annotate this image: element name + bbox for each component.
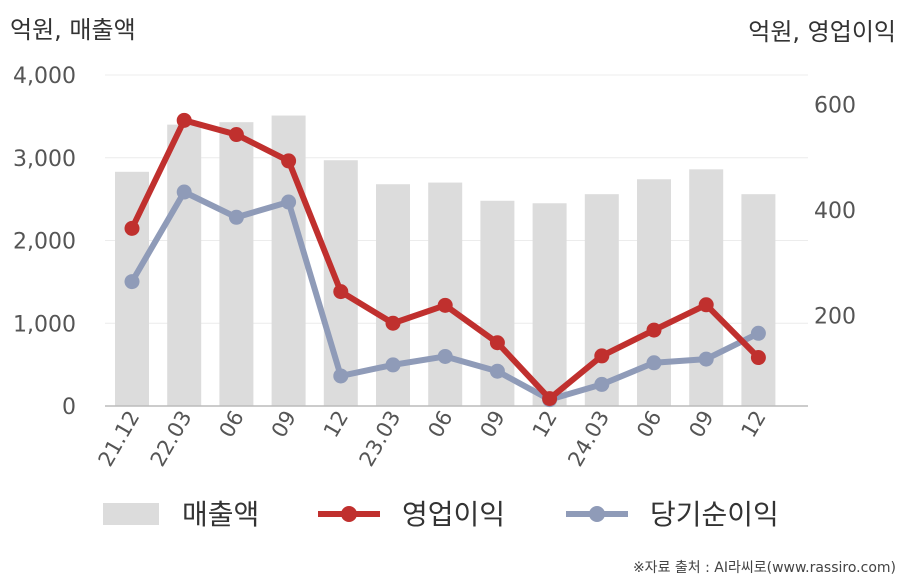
right-axis-title: 억원, 영업이익 bbox=[748, 18, 896, 46]
left-tick-label: 4,000 bbox=[13, 64, 76, 89]
legend-marker-operating-profit bbox=[341, 506, 357, 522]
bar-revenue bbox=[167, 124, 202, 407]
x-tick-label: 09 bbox=[476, 407, 510, 442]
point-operating-profit bbox=[646, 322, 662, 338]
bar-revenue bbox=[532, 203, 567, 406]
right-tick-label: 200 bbox=[814, 304, 856, 329]
bar-revenue bbox=[689, 169, 724, 406]
x-tick-label: 09 bbox=[684, 407, 718, 442]
source-note: ※자료 출처 : AI라씨로(www.rassiro.com) bbox=[633, 560, 896, 576]
left-tick-label: 2,000 bbox=[13, 230, 76, 255]
point-net-income bbox=[750, 325, 766, 341]
point-net-income bbox=[437, 348, 453, 364]
left-axis-title: 억원, 매출액 bbox=[10, 16, 136, 44]
x-tick-label: 22.03 bbox=[146, 407, 197, 471]
x-tick-label: 12 bbox=[737, 407, 771, 442]
point-net-income bbox=[385, 357, 401, 373]
point-net-income bbox=[489, 363, 505, 379]
point-operating-profit bbox=[437, 297, 453, 313]
point-operating-profit bbox=[698, 297, 714, 313]
right-tick-label: 400 bbox=[814, 199, 856, 224]
left-tick-label: 0 bbox=[62, 395, 76, 420]
bar-revenue bbox=[376, 184, 410, 406]
left-axis-ticks: 0 1,000 2,000 3,000 4,000 bbox=[13, 64, 76, 420]
legend-label-net-income: 당기순이익 bbox=[650, 498, 779, 531]
point-operating-profit bbox=[750, 350, 766, 366]
bar-revenue bbox=[584, 194, 619, 406]
point-net-income bbox=[124, 274, 140, 290]
bar-revenue bbox=[219, 122, 254, 406]
point-operating-profit bbox=[228, 127, 244, 143]
x-tick-label: 21.12 bbox=[93, 407, 144, 471]
point-operating-profit bbox=[594, 348, 610, 364]
point-net-income bbox=[594, 376, 610, 392]
point-net-income bbox=[333, 368, 349, 384]
x-tick-label: 06 bbox=[423, 407, 457, 442]
x-tick-label: 23.03 bbox=[354, 407, 405, 471]
point-operating-profit bbox=[176, 112, 192, 128]
x-tick-label: 12 bbox=[319, 407, 353, 442]
legend-label-revenue: 매출액 bbox=[182, 498, 259, 531]
point-operating-profit bbox=[124, 220, 140, 236]
point-operating-profit bbox=[385, 315, 401, 331]
legend: 매출액 영업이익 당기순이익 bbox=[103, 498, 779, 531]
point-net-income bbox=[281, 194, 297, 210]
legend-marker-net-income bbox=[589, 506, 605, 522]
bar-revenue bbox=[637, 179, 671, 406]
point-net-income bbox=[698, 351, 714, 367]
point-net-income bbox=[646, 355, 662, 371]
right-tick-label: 600 bbox=[814, 94, 856, 119]
left-tick-label: 3,000 bbox=[13, 147, 76, 172]
legend-label-operating-profit: 영업이익 bbox=[402, 498, 505, 531]
point-operating-profit bbox=[333, 284, 349, 300]
point-operating-profit bbox=[281, 153, 297, 169]
point-operating-profit bbox=[489, 335, 505, 351]
point-net-income bbox=[228, 209, 244, 225]
x-tick-label: 24.03 bbox=[563, 407, 614, 471]
bar-revenue bbox=[741, 194, 776, 406]
x-tick-label: 06 bbox=[215, 407, 249, 442]
right-axis-ticks: 200 400 600 bbox=[814, 94, 856, 330]
line-series bbox=[124, 112, 766, 408]
x-tick-label: 06 bbox=[632, 407, 666, 442]
point-operating-profit bbox=[542, 391, 558, 407]
bar-revenue bbox=[428, 182, 463, 406]
x-axis-ticks: 21.12 22.03 06 09 12 23.03 06 09 12 24.03 06 09 12 bbox=[93, 407, 770, 471]
bar-revenue bbox=[323, 160, 358, 406]
left-tick-label: 1,000 bbox=[13, 312, 76, 337]
x-tick-label: 12 bbox=[528, 407, 562, 442]
x-tick-label: 09 bbox=[267, 407, 301, 442]
point-net-income bbox=[176, 184, 192, 200]
legend-swatch-revenue bbox=[103, 503, 159, 525]
